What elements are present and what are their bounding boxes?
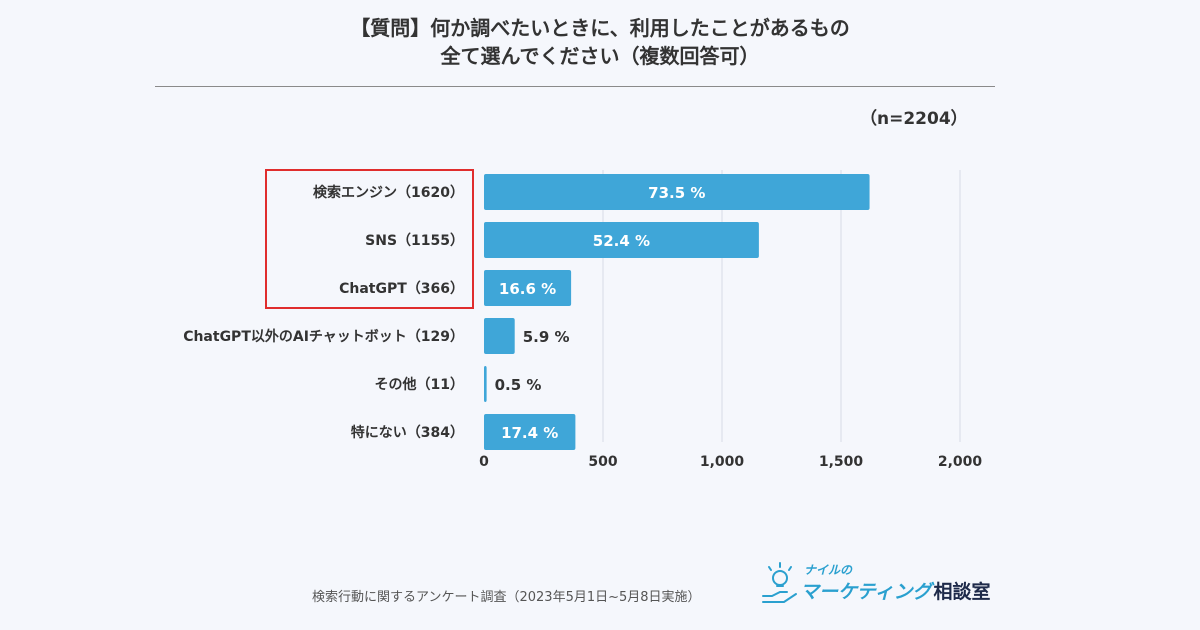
data-label-4: 0.5 % [495,376,542,394]
x-tick-label-0: 0 [479,454,489,470]
data-label-0: 73.5 % [648,184,705,202]
title-divider [155,86,995,87]
logo-main-text: マーケティング 相談室 [800,577,991,604]
category-label-5: 特にない（384） [351,424,464,441]
data-label-5: 17.4 % [501,424,558,442]
lightbulb-hand-icon [762,562,797,603]
bar-0 [484,174,870,210]
logo-suffix: 相談室 [933,581,991,603]
sample-size: （n=2204） [860,109,968,129]
logo-small-text: ナイルの [804,563,853,577]
category-label-0: 検索エンジン（1620） [313,184,464,201]
logo: ナイルの マーケティング 相談室 [760,560,991,610]
bar-1 [484,222,759,258]
category-label-1: SNS（1155） [365,233,464,249]
bar-3 [484,318,515,354]
x-tick-label-1: 500 [588,454,617,470]
title-line-1: 【質問】何か調べたいときに、利用したことがあるもの [350,16,850,40]
bar-5 [484,414,576,450]
bar-4 [484,366,487,402]
category-label-4: その他（11） [375,376,464,393]
data-label-2: 16.6 % [499,280,556,298]
highlight-box [265,169,474,309]
category-label-2: ChatGPT（366） [339,281,464,297]
source-note: 検索行動に関するアンケート調査（2023年5月1日~5月8日実施） [312,590,701,605]
x-tick-label-2: 1,000 [700,454,745,470]
data-label-1: 52.4 % [593,232,650,250]
title-line-2: 全て選んでください（複数回答可） [440,44,760,68]
chart-title: 【質問】何か調べたいときに、利用したことがあるもの 全て選んでください（複数回答… [0,14,1200,70]
bar-2 [484,270,572,306]
category-label-3: ChatGPT以外のAIチャットボット（129） [183,328,464,345]
x-tick-label-3: 1,500 [819,454,864,470]
logo-main: マーケティング [800,581,932,603]
x-tick-label-4: 2,000 [938,454,983,470]
data-label-3: 5.9 % [523,328,570,346]
